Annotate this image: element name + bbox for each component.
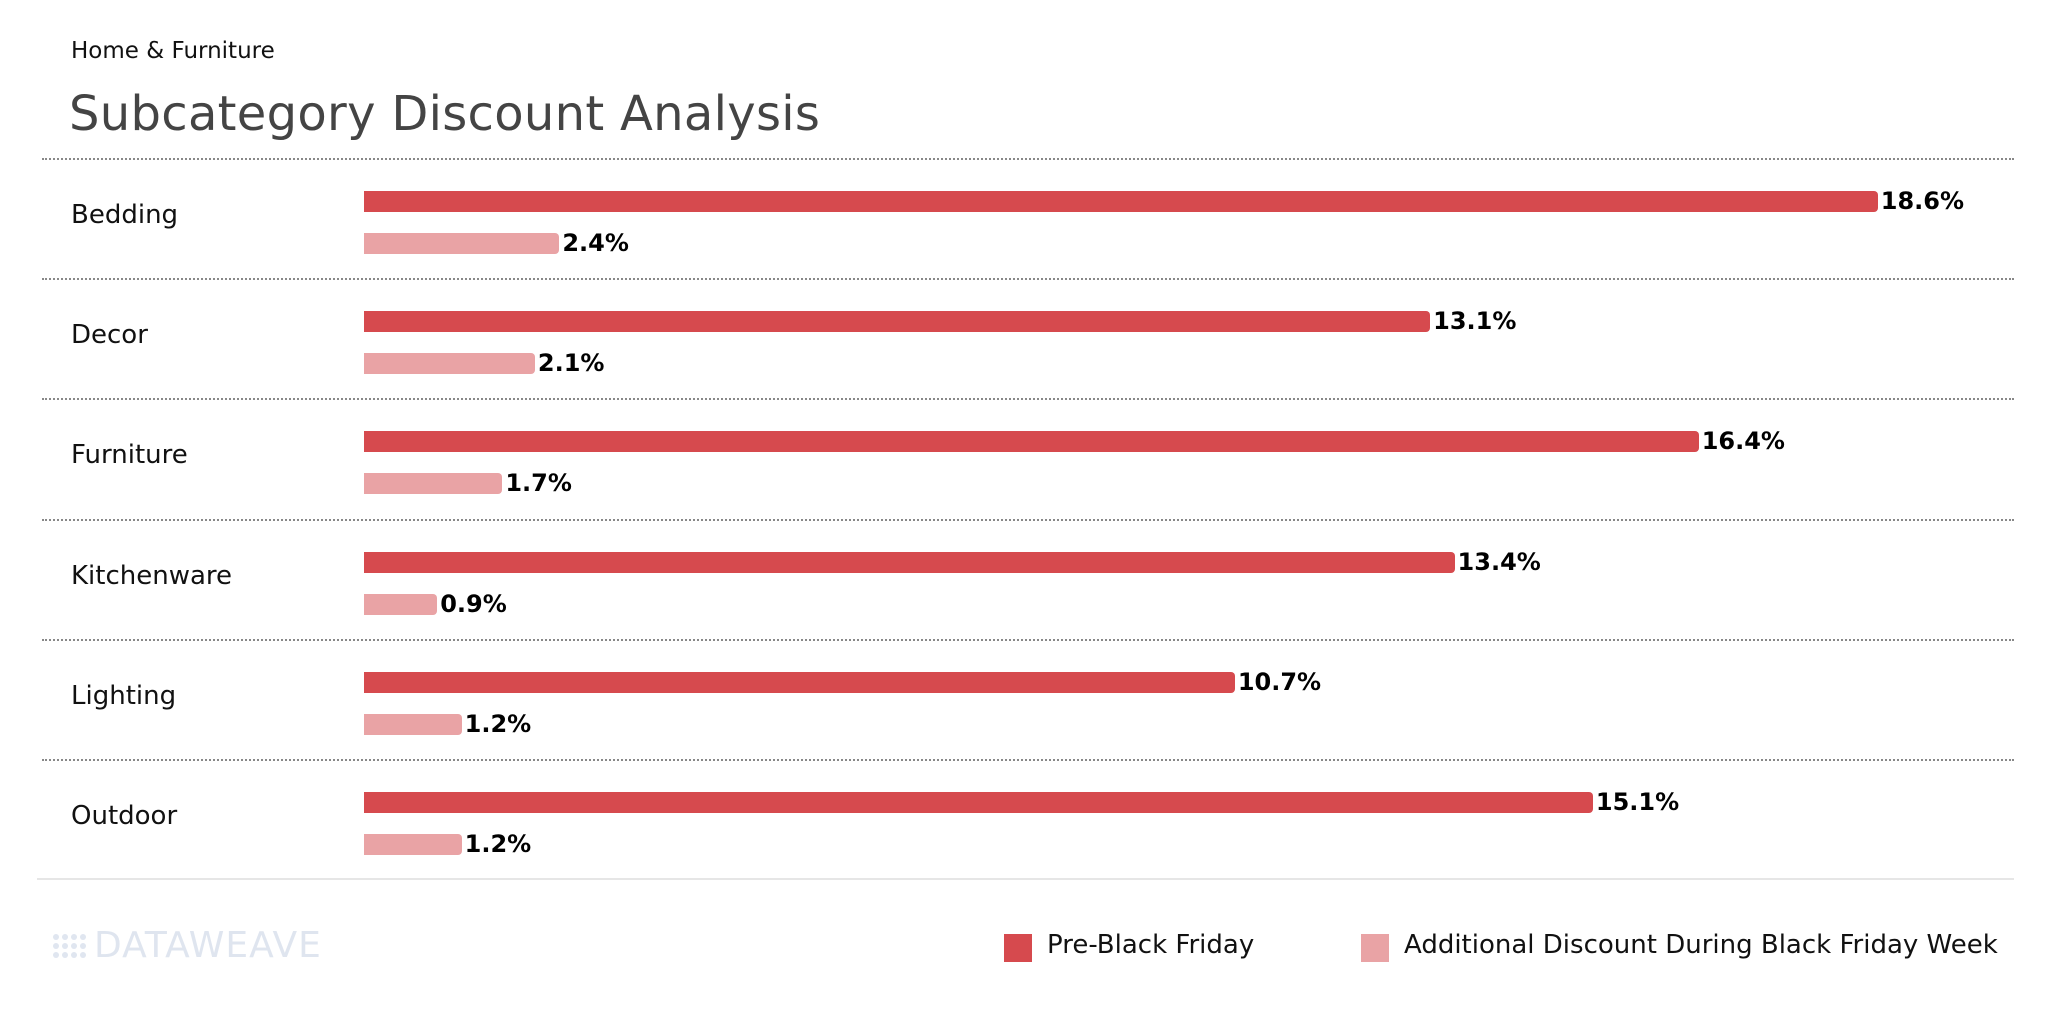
data-label: 2.4% <box>562 229 629 257</box>
row-separator <box>42 398 2014 401</box>
data-label: 16.4% <box>1701 427 1785 456</box>
data-label: 1.2% <box>464 830 532 858</box>
row-separator <box>42 759 2014 761</box>
category-label: Furniture <box>71 440 188 471</box>
data-label: 13.1% <box>1433 307 1517 336</box>
legend-label-additional-discount: Additional Discount During Black Friday … <box>1404 930 1998 960</box>
data-label: 2.1% <box>537 349 605 378</box>
dataweave-logo: DATAWEAVE <box>53 925 322 966</box>
data-label: 0.9% <box>440 589 507 618</box>
row-separator <box>42 518 2014 521</box>
data-label: 18.6% <box>1880 187 1965 215</box>
logo-dots-icon <box>53 933 86 958</box>
category-label: Decor <box>71 320 148 351</box>
data-label: 1.2% <box>464 709 532 738</box>
row-separator <box>42 638 2014 641</box>
bar-pre-black-friday <box>364 311 1431 333</box>
row-separator <box>42 278 2014 281</box>
bottom-divider <box>37 878 2014 880</box>
logo-text: DATAWEAVE <box>94 925 322 966</box>
data-label: 15.1% <box>1595 788 1680 816</box>
bar-pre-black-friday <box>364 191 1878 212</box>
bar-additional-discount <box>364 233 560 254</box>
bar-pre-black-friday <box>364 671 1235 693</box>
bar-additional-discount <box>364 713 462 735</box>
category-label: Bedding <box>71 200 179 230</box>
legend-label-pre-black-friday: Pre-Black Friday <box>1047 930 1255 960</box>
bar-additional-discount <box>364 834 462 855</box>
category-label: Outdoor <box>71 801 178 831</box>
data-label: 10.7% <box>1237 667 1322 696</box>
legend-swatch-additional-discount <box>1361 934 1389 962</box>
data-label: 1.7% <box>505 469 572 498</box>
bar-additional-discount <box>364 473 503 495</box>
category-label: Kitchenware <box>71 560 233 591</box>
bar-pre-black-friday <box>364 792 1593 813</box>
legend-swatch-pre-black-friday <box>1004 934 1032 962</box>
chart-title: Subcategory Discount Analysis <box>69 86 821 142</box>
bar-additional-discount <box>364 353 535 375</box>
data-label: 13.4% <box>1457 547 1541 576</box>
bar-additional-discount <box>364 593 438 615</box>
bar-pre-black-friday <box>364 431 1699 453</box>
bar-pre-black-friday <box>364 551 1455 573</box>
row-separator <box>42 158 2014 160</box>
chart-subtitle: Home & Furniture <box>71 38 275 64</box>
category-label: Lighting <box>71 680 177 711</box>
